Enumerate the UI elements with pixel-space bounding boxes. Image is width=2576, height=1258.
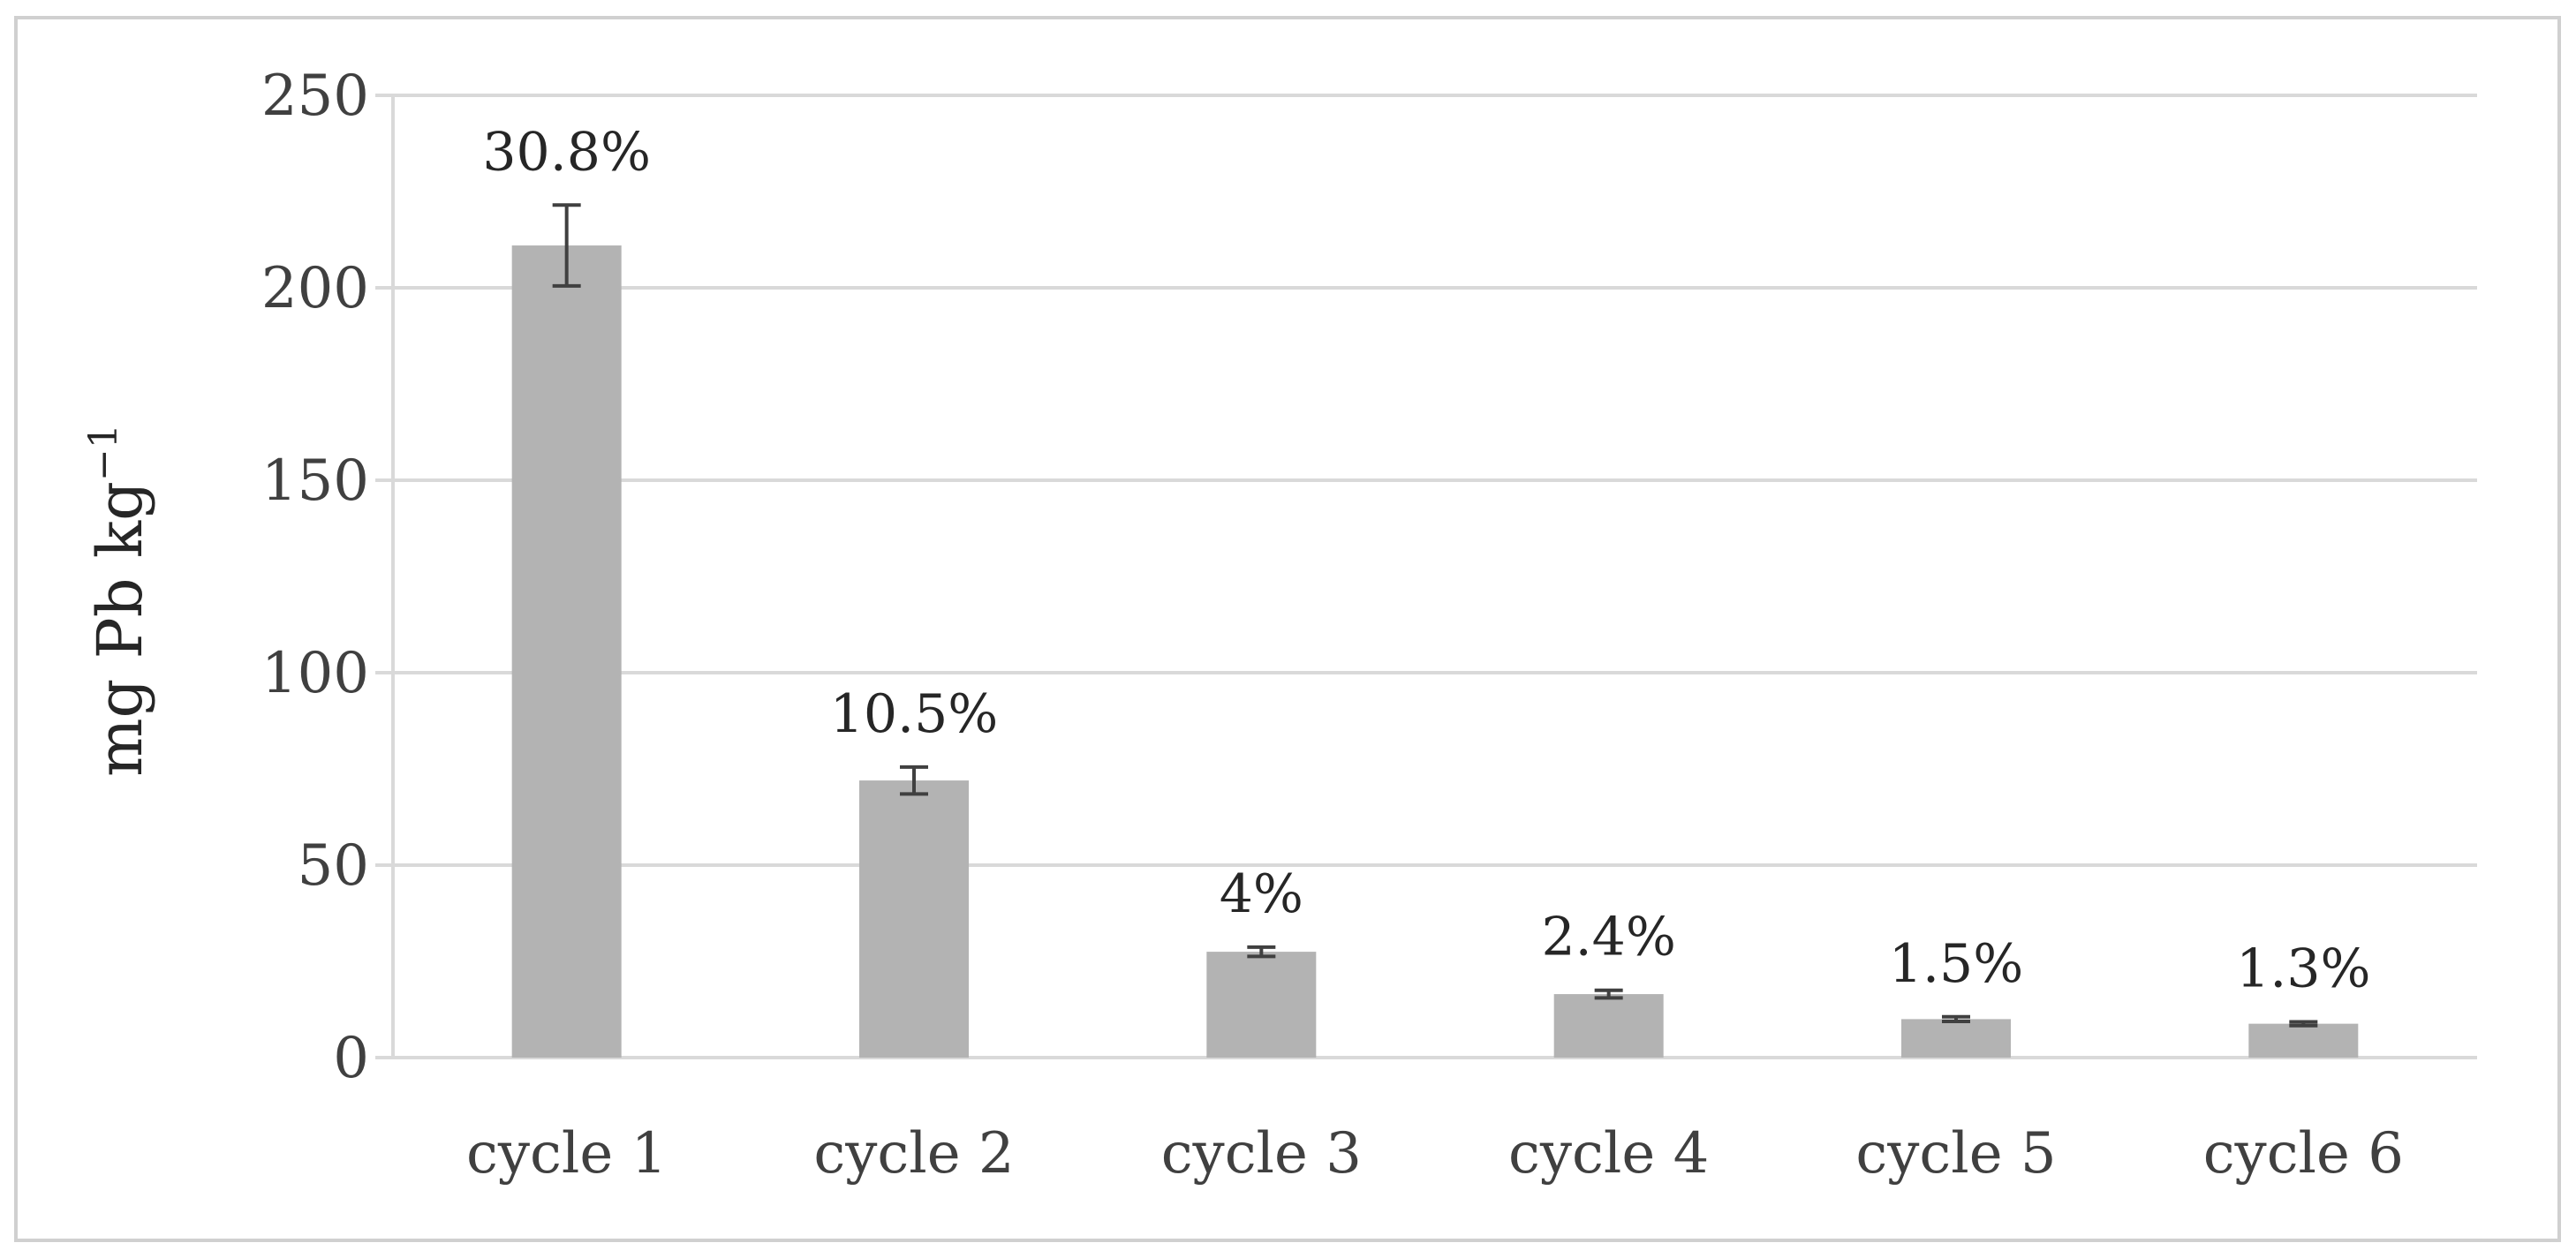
error-bar [552, 203, 581, 288]
x-axis-categories: cycle 1 cycle 2 cycle 3 cycle 4 cycle 5 cycle… [466, 1121, 2404, 1186]
data-label: 4% [1220, 863, 1303, 925]
y-tick-label: 200 [261, 256, 369, 321]
error-bar [2289, 1020, 2318, 1028]
bar-cycle-3 [1206, 952, 1317, 1058]
x-category-label: cycle 4 [1508, 1121, 1709, 1186]
bar-cycle-1 [511, 245, 622, 1058]
data-label: 30.8% [482, 121, 651, 183]
data-label: 1.3% [2236, 938, 2370, 999]
y-tick-label: 150 [261, 448, 369, 514]
y-axis-label: mg Pb kg−1 [81, 424, 156, 777]
y-tick-label: 50 [298, 833, 369, 899]
data-label: 10.5% [830, 683, 999, 745]
gridlines [375, 94, 2477, 1059]
bar-cycle-5 [1901, 1019, 2011, 1058]
x-category-label: cycle 6 [2203, 1121, 2404, 1186]
y-tick-label: 0 [333, 1026, 369, 1091]
bar-cycle-6 [2248, 1023, 2359, 1058]
y-axis-ticks: 0 50 100 150 200 250 [261, 64, 369, 1091]
error-bar [900, 765, 928, 796]
error-bars [552, 203, 2318, 1028]
bars [511, 245, 2359, 1058]
y-tick-label: 250 [261, 64, 369, 129]
error-bar [1594, 988, 1623, 1000]
x-category-label: cycle 2 [813, 1121, 1014, 1186]
y-axis-label-superscript: −1 [81, 424, 126, 481]
bar-cycle-4 [1553, 994, 1664, 1058]
data-labels: 30.8% 10.5% 4% 2.4% 1.5% 1.3% [482, 121, 2370, 999]
bar-cycle-2 [859, 780, 969, 1058]
error-bar [1247, 945, 1276, 959]
x-category-label: cycle 1 [466, 1121, 667, 1186]
x-category-label: cycle 3 [1161, 1121, 1362, 1186]
y-tick-label: 100 [261, 641, 369, 706]
x-category-label: cycle 5 [1855, 1121, 2056, 1186]
error-bar [1942, 1014, 1970, 1024]
data-label: 1.5% [1889, 933, 2023, 995]
data-label: 2.4% [1541, 907, 1675, 968]
